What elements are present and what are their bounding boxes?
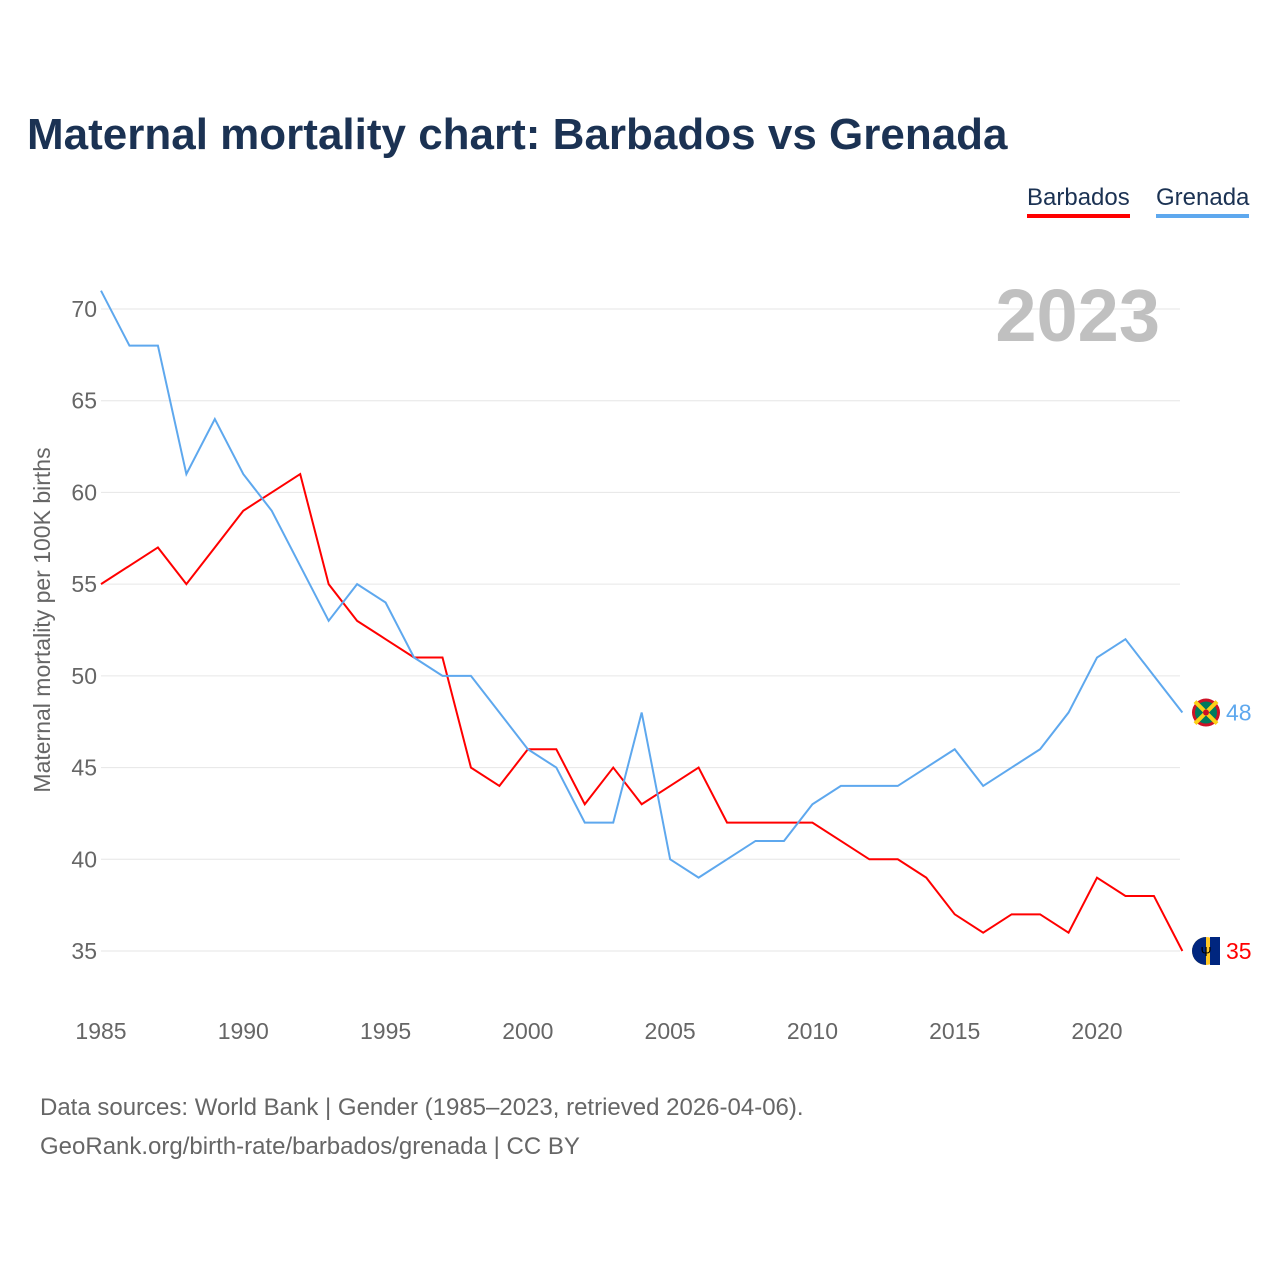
y-axis-label: Maternal mortality per 100K births [29, 447, 55, 792]
x-tick-label: 1985 [75, 1018, 126, 1044]
y-tick-label: 40 [71, 846, 97, 872]
x-tick-label: 2015 [929, 1018, 980, 1044]
svg-text:Ψ: Ψ [1201, 944, 1212, 959]
legend-barbados[interactable]: Barbados [1027, 184, 1130, 218]
chart-title: Maternal mortality chart: Barbados vs Gr… [27, 110, 1008, 159]
x-tick-label: 1990 [218, 1018, 269, 1044]
x-tick-label: 2020 [1071, 1018, 1122, 1044]
y-tick-label: 50 [71, 663, 97, 689]
series-line-grenada [100, 290, 1184, 879]
year-label: 2023 [995, 274, 1160, 357]
flag-icon-grenada [1192, 698, 1220, 727]
x-tick-label: 1995 [360, 1018, 411, 1044]
y-tick-label: 60 [71, 479, 97, 505]
end-value-label-barbados: 35 [1226, 938, 1252, 964]
footer: Data sources: World Bank | Gender (1985–… [40, 1088, 804, 1166]
end-value-label-grenada: 48 [1226, 700, 1252, 726]
legend-grenada[interactable]: Grenada [1156, 184, 1250, 218]
source-text: Data sources: World Bank | Gender (1985–… [40, 1094, 804, 1121]
flag-icon-barbados: Ψ [1192, 937, 1220, 965]
y-tick-label: 70 [71, 296, 97, 322]
x-tick-label: 2005 [645, 1018, 696, 1044]
series-line-barbados [100, 472, 1184, 952]
x-tick-label: 2000 [502, 1018, 553, 1044]
source-link[interactable]: GeoRank.org/birth-rate/barbados/grenada … [40, 1133, 580, 1160]
y-tick-label: 35 [71, 938, 97, 964]
y-tick-label: 45 [71, 755, 97, 781]
y-tick-label: 55 [71, 571, 97, 597]
x-tick-label: 2010 [787, 1018, 838, 1044]
y-tick-label: 65 [71, 388, 97, 414]
line-chart: 35 40 45 50 55 60 65 70 1985 1990 1995 2000 2005 2010… [29, 274, 1252, 1044]
